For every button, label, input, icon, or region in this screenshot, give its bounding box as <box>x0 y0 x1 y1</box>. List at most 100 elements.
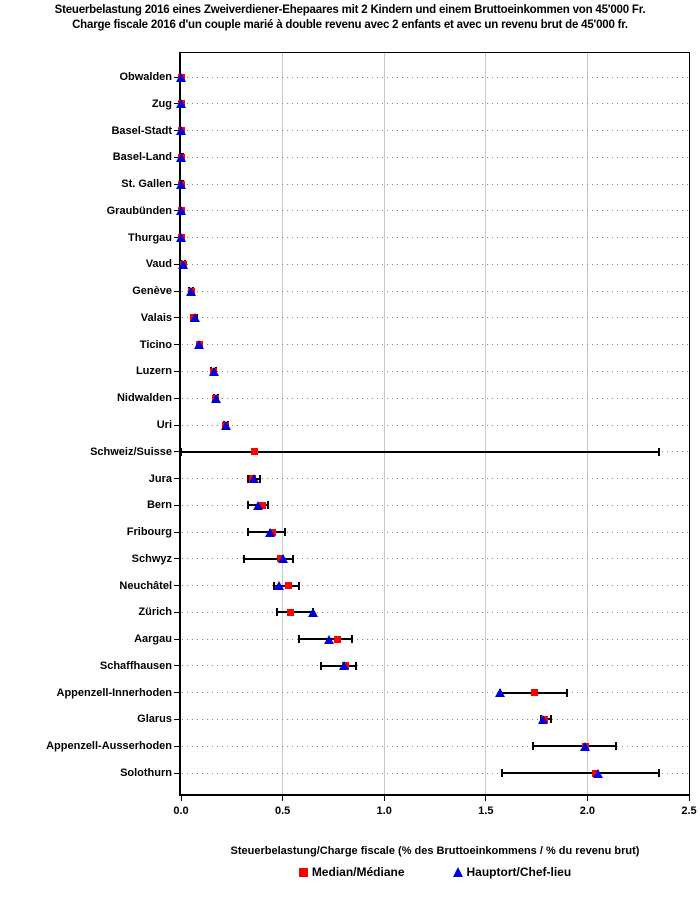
row-leader-line <box>182 183 689 185</box>
x-tick-label: 0.5 <box>274 805 291 817</box>
row-leader-line <box>182 531 689 533</box>
x-axis-tick <box>383 794 385 801</box>
chart-title-line-french: Charge fiscale 2016 d'un couple marié à … <box>72 19 628 31</box>
row-leader-line <box>182 370 689 372</box>
row-leader-line <box>182 745 689 747</box>
canton-label: Appenzell-Ausserhoden <box>46 740 172 753</box>
y-axis-tick <box>174 317 179 319</box>
vertical-gridline <box>586 53 588 794</box>
range-cap-max <box>291 554 294 563</box>
canton-label: Obwalden <box>119 71 172 83</box>
vertical-gridline <box>282 53 284 794</box>
blue-triangle-icon <box>452 867 463 877</box>
hauptort-marker <box>176 152 186 162</box>
hauptort-marker <box>273 581 284 591</box>
y-axis-tick <box>174 772 179 774</box>
row-leader-line <box>182 718 689 720</box>
range-cap-max <box>297 581 300 590</box>
median-marker <box>285 582 293 590</box>
y-axis-tick <box>174 611 179 613</box>
canton-label: St. Gallen <box>121 178 172 191</box>
row-leader-line <box>182 103 689 105</box>
range-line <box>276 611 314 614</box>
x-axis-tick <box>180 794 182 801</box>
row-leader-line <box>182 237 689 239</box>
range-cap-max <box>657 769 660 778</box>
y-axis-tick <box>174 370 179 372</box>
range-line <box>321 664 356 667</box>
range-cap-max <box>354 661 357 670</box>
hauptort-marker <box>176 179 186 189</box>
row-leader-line <box>182 317 689 319</box>
range-cap-max <box>259 474 262 483</box>
chart-legend: Median/Médiane Hauptort/Chef-lieu <box>181 865 689 879</box>
hauptort-marker <box>176 99 186 109</box>
range-line <box>243 557 293 560</box>
y-axis-tick <box>174 745 179 747</box>
x-axis-tick <box>586 794 588 801</box>
y-axis-tick <box>174 263 179 265</box>
row-leader-line <box>182 210 689 212</box>
range-cap-min <box>247 474 250 483</box>
hauptort-marker <box>308 607 319 617</box>
legend-label-median: Median/Médiane <box>311 865 405 879</box>
range-cap-min <box>531 742 534 751</box>
legend-label-hauptort: Hauptort/Chef-lieu <box>466 865 572 879</box>
hauptort-marker <box>176 126 186 136</box>
range-cap-max <box>350 635 353 644</box>
red-square-icon <box>298 867 308 877</box>
x-tick-label: 1.5 <box>478 805 494 817</box>
range-cap-max <box>283 528 286 537</box>
y-axis-tick <box>174 397 179 399</box>
hauptort-marker <box>324 634 335 644</box>
range-cap-min <box>247 501 250 510</box>
row-leader-line <box>182 130 689 132</box>
legend-item-median: Median/Médiane <box>298 865 405 879</box>
range-cap-min <box>297 635 300 644</box>
range-cap-max <box>566 688 569 697</box>
hauptort-marker <box>495 688 506 698</box>
hauptort-marker <box>580 741 591 751</box>
canton-label: Glarus <box>137 713 172 726</box>
row-leader-line <box>182 504 689 506</box>
canton-label: Aargau <box>134 633 172 646</box>
row-leader-line <box>182 263 689 265</box>
range-cap-min <box>180 447 182 456</box>
range-cap-min <box>320 661 323 670</box>
range-cap-max <box>267 501 270 510</box>
row-leader-line <box>182 290 689 292</box>
row-leader-line <box>182 478 689 480</box>
canton-label: Zürich <box>138 606 172 619</box>
canton-label: Schwyz <box>131 552 172 565</box>
row-leader-line <box>182 344 689 346</box>
canton-label: Schaffhausen <box>99 659 172 672</box>
row-leader-line <box>182 558 689 560</box>
median-marker <box>531 689 539 697</box>
hauptort-marker <box>186 286 197 296</box>
canton-label: Schweiz/Suisse <box>90 445 172 458</box>
hauptort-marker <box>220 420 231 430</box>
chart-title-line-german: Steuerbelastung 2016 eines Zweiverdiener… <box>54 4 646 16</box>
canton-label: Uri <box>156 419 172 431</box>
hauptort-marker <box>210 393 221 403</box>
hauptort-marker <box>338 661 349 671</box>
y-axis-tick <box>174 451 179 453</box>
median-marker <box>250 448 258 456</box>
range-cap-min <box>247 528 250 537</box>
hauptort-marker <box>537 714 548 724</box>
row-leader-line <box>182 611 689 613</box>
row-leader-line <box>182 692 689 694</box>
canton-label: Luzern <box>135 365 172 378</box>
canton-label: Jura <box>148 472 172 485</box>
canton-label: Vaud <box>145 258 172 271</box>
range-line <box>532 745 616 748</box>
hauptort-marker <box>277 554 288 564</box>
legend-item-hauptort: Hauptort/Chef-lieu <box>452 865 572 879</box>
range-line <box>502 772 659 775</box>
hauptort-marker <box>592 768 603 778</box>
hauptort-marker <box>178 259 189 269</box>
y-axis-tick <box>174 478 179 480</box>
chart-title: Steuerbelastung 2016 eines Zweiverdiener… <box>0 3 700 33</box>
chart-plot-area: Steuerbelastung/Charge fiscale (% des Br… <box>46 52 697 879</box>
hauptort-marker <box>176 206 186 216</box>
